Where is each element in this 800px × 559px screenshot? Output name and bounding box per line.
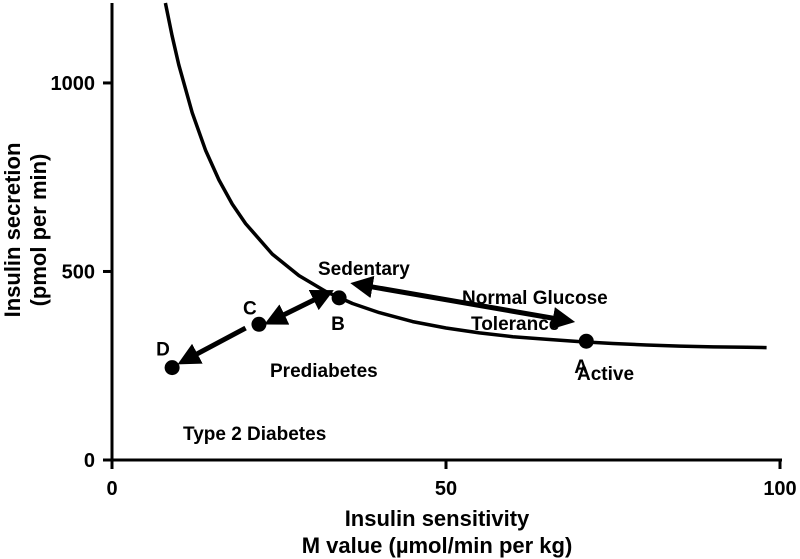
- annotation-t2d: Type 2 Diabetes: [183, 424, 326, 445]
- annotation-sedentary: Sedentary: [318, 259, 410, 280]
- point-layer: A B C D: [156, 290, 594, 378]
- x-axis-title-line1: Insulin sensitivity: [345, 506, 530, 531]
- x-tick-label: 50: [435, 478, 457, 500]
- annotation-active: Active: [577, 364, 634, 385]
- point-b: [331, 290, 347, 306]
- y-tick-label: 1000: [51, 73, 96, 95]
- point-label-c: C: [243, 298, 257, 319]
- x-axis-title-line2: M value (µmol/min per kg): [302, 533, 573, 558]
- y-axis-title-line2: (pmol per min): [26, 154, 51, 307]
- arrow: [350, 275, 576, 330]
- y-axis-title-line1: Insulin secretion: [0, 143, 25, 318]
- annotation-ngt-line1: Normal Glucose: [462, 288, 608, 309]
- x-tick-label: 0: [106, 478, 117, 500]
- y-tick-label: 500: [62, 261, 95, 283]
- point-c: [251, 316, 267, 332]
- point-a: [578, 333, 594, 349]
- x-tick-label: 100: [763, 478, 796, 500]
- point-label-d: D: [156, 340, 170, 361]
- y-tick-label: 0: [84, 450, 95, 472]
- annotation-prediabetes: Prediabetes: [270, 361, 378, 382]
- point-d: [164, 360, 180, 376]
- arrow: [264, 289, 334, 325]
- point-label-b: B: [331, 314, 345, 335]
- arrow-layer: [177, 275, 576, 365]
- arrow: [177, 325, 247, 365]
- annotation-ngt-line2: Tolerance: [471, 314, 559, 335]
- point-label-a: A: [574, 357, 588, 378]
